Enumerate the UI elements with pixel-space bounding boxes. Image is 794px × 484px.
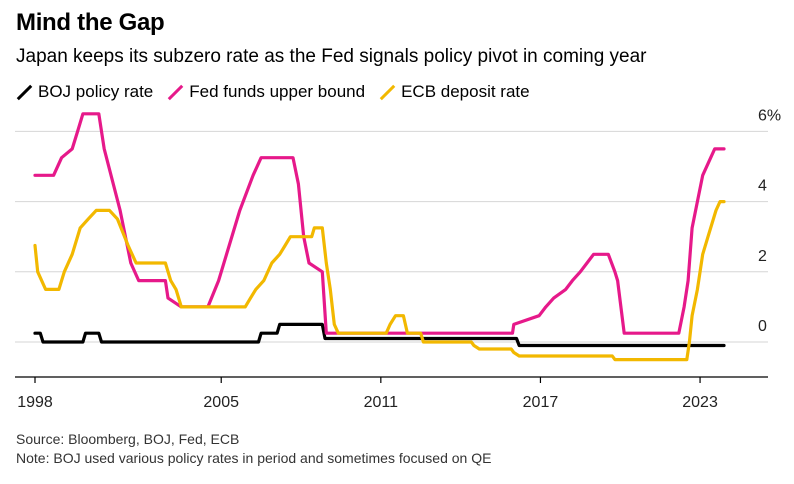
chart-title: Mind the Gap <box>16 9 165 36</box>
legend-label-boj: BOJ policy rate <box>38 82 154 101</box>
legend-item-ecb: ECB deposit rate <box>379 82 530 102</box>
fed-funds-line <box>33 112 726 335</box>
source-note: Source: Bloomberg, BOJ, Fed, ECB <box>16 431 240 447</box>
y-tick-label-0: 0 <box>758 318 767 335</box>
ecb-deposit-line <box>33 200 726 362</box>
y-tick-label-6: 6% <box>758 107 781 124</box>
y-tick-label-2: 2 <box>758 248 767 265</box>
x-tick-label-2023: 2023 <box>682 394 718 411</box>
legend: BOJ policy rate Fed funds upper bound EC… <box>16 80 544 104</box>
x-tick-label-2017: 2017 <box>523 394 559 411</box>
legend-label-ecb: ECB deposit rate <box>401 82 530 101</box>
chart-subtitle: Japan keeps its subzero rate as the Fed … <box>16 46 647 67</box>
footnote: Note: BOJ used various policy rates in p… <box>16 450 492 466</box>
x-tick-label-2011: 2011 <box>364 394 399 411</box>
y-tick-label-4: 4 <box>758 178 767 195</box>
x-tick-label-2005: 2005 <box>203 394 239 411</box>
x-tick-label-1998: 1998 <box>17 394 53 411</box>
legend-item-fed: Fed funds upper bound <box>167 82 365 102</box>
legend-label-fed: Fed funds upper bound <box>189 82 366 101</box>
legend-item-boj: BOJ policy rate <box>16 82 153 102</box>
